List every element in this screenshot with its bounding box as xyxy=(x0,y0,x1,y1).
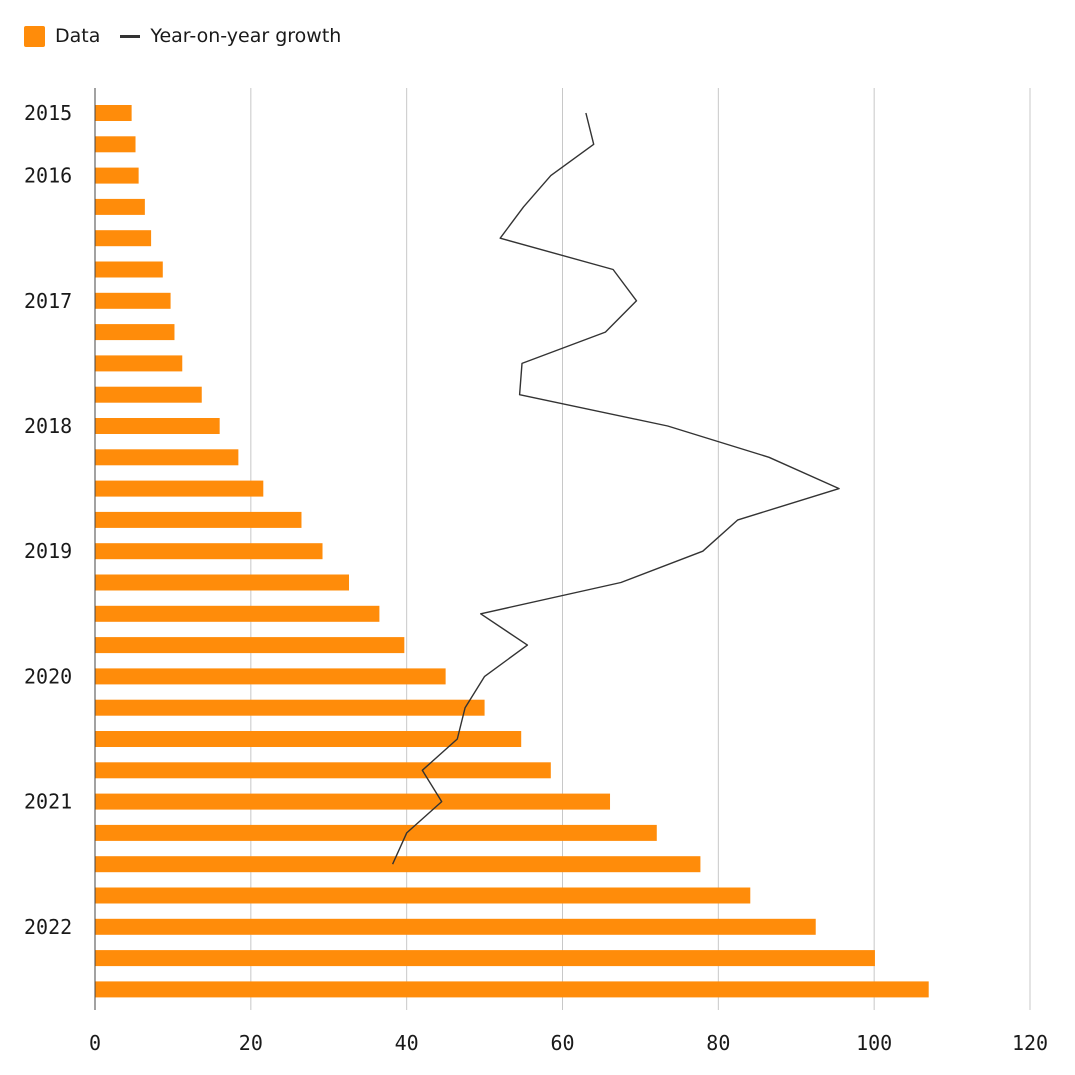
legend-label-data: Data xyxy=(55,25,101,47)
y-tick-label: 2021 xyxy=(24,790,72,814)
bar[interactable] xyxy=(95,105,132,121)
bar[interactable] xyxy=(95,574,350,591)
bar[interactable] xyxy=(95,731,522,747)
bar[interactable] xyxy=(95,167,139,184)
legend-item-growth[interactable]: Year-on-year growth xyxy=(120,25,341,47)
legend: Data Year-on-year growth xyxy=(24,22,361,50)
x-tick-label: 20 xyxy=(239,1031,263,1055)
legend-swatch-data xyxy=(24,25,45,47)
x-tick-label: 40 xyxy=(395,1031,419,1055)
x-tick-label: 80 xyxy=(706,1031,730,1055)
bar[interactable] xyxy=(95,449,239,466)
bar[interactable] xyxy=(95,793,611,810)
bar[interactable] xyxy=(95,605,380,622)
bars xyxy=(95,105,929,998)
bar[interactable] xyxy=(95,230,152,247)
legend-label-growth: Year-on-year growth xyxy=(150,25,342,47)
bar[interactable] xyxy=(95,480,264,497)
legend-item-data[interactable]: Data xyxy=(24,25,100,47)
y-tick-label: 2019 xyxy=(24,539,72,563)
bar[interactable] xyxy=(95,355,183,372)
growth-line[interactable] xyxy=(391,112,840,865)
y-tick-label: 2022 xyxy=(24,915,72,939)
y-tick-label: 2015 xyxy=(24,101,72,125)
y-tick-label: 2018 xyxy=(24,414,72,438)
bar[interactable] xyxy=(95,762,551,779)
bar[interactable] xyxy=(95,887,751,904)
x-tick-label: 100 xyxy=(856,1031,892,1055)
x-tick-label: 60 xyxy=(550,1031,574,1055)
bar[interactable] xyxy=(95,668,446,685)
bar[interactable] xyxy=(95,918,816,935)
bar[interactable] xyxy=(95,981,929,998)
bar[interactable] xyxy=(95,699,485,716)
bar[interactable] xyxy=(95,511,302,528)
bar[interactable] xyxy=(95,824,657,841)
bar[interactable] xyxy=(95,418,220,434)
bar[interactable] xyxy=(95,950,875,967)
bar[interactable] xyxy=(95,637,405,654)
axes: 0 20 40 60 80 100 120 2015 2016 2017 2018 2019 2020 2… xyxy=(24,88,1048,1055)
bar[interactable] xyxy=(95,386,202,403)
growth-line-layer xyxy=(391,112,840,865)
bar[interactable] xyxy=(95,292,171,309)
x-tick-label: 120 xyxy=(1012,1031,1048,1055)
bar[interactable] xyxy=(95,261,163,278)
bar[interactable] xyxy=(95,543,323,560)
y-tick-label: 2020 xyxy=(24,664,72,688)
y-tick-label: 2017 xyxy=(24,289,72,313)
bar[interactable] xyxy=(95,136,136,153)
y-tick-label: 2016 xyxy=(24,164,72,188)
bar[interactable] xyxy=(95,856,701,873)
x-tick-label: 0 xyxy=(89,1031,101,1055)
bar[interactable] xyxy=(95,324,175,341)
legend-swatch-growth xyxy=(120,34,141,38)
bar[interactable] xyxy=(95,198,145,215)
